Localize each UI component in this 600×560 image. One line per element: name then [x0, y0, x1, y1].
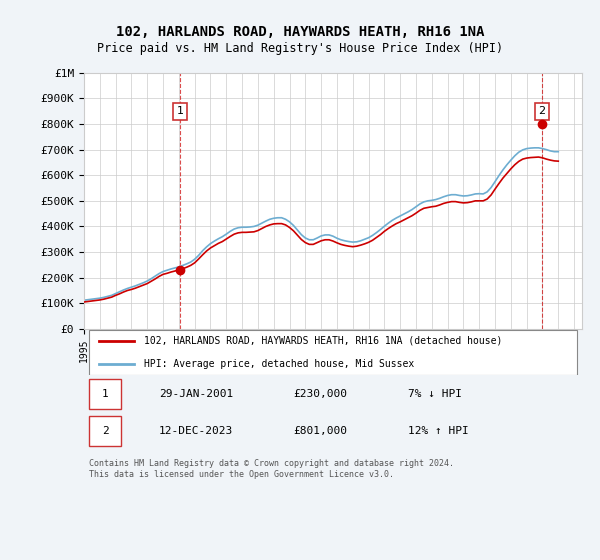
Text: 7% ↓ HPI: 7% ↓ HPI [408, 389, 462, 399]
FancyBboxPatch shape [89, 379, 121, 409]
FancyBboxPatch shape [89, 417, 121, 446]
Text: Contains HM Land Registry data © Crown copyright and database right 2024.
This d: Contains HM Land Registry data © Crown c… [89, 459, 454, 479]
Text: 1: 1 [102, 389, 109, 399]
Text: £230,000: £230,000 [293, 389, 347, 399]
FancyBboxPatch shape [89, 330, 577, 375]
Text: HPI: Average price, detached house, Mid Sussex: HPI: Average price, detached house, Mid … [144, 359, 414, 369]
Text: 29-JAN-2001: 29-JAN-2001 [159, 389, 233, 399]
Text: 12-DEC-2023: 12-DEC-2023 [159, 426, 233, 436]
Text: Price paid vs. HM Land Registry's House Price Index (HPI): Price paid vs. HM Land Registry's House … [97, 42, 503, 55]
Text: 12% ↑ HPI: 12% ↑ HPI [408, 426, 469, 436]
Text: 2: 2 [102, 426, 109, 436]
Text: £801,000: £801,000 [293, 426, 347, 436]
Text: 102, HARLANDS ROAD, HAYWARDS HEATH, RH16 1NA: 102, HARLANDS ROAD, HAYWARDS HEATH, RH16… [116, 25, 484, 39]
Text: 1: 1 [176, 106, 184, 116]
Text: 2: 2 [538, 106, 545, 116]
Text: 102, HARLANDS ROAD, HAYWARDS HEATH, RH16 1NA (detached house): 102, HARLANDS ROAD, HAYWARDS HEATH, RH16… [144, 335, 502, 346]
